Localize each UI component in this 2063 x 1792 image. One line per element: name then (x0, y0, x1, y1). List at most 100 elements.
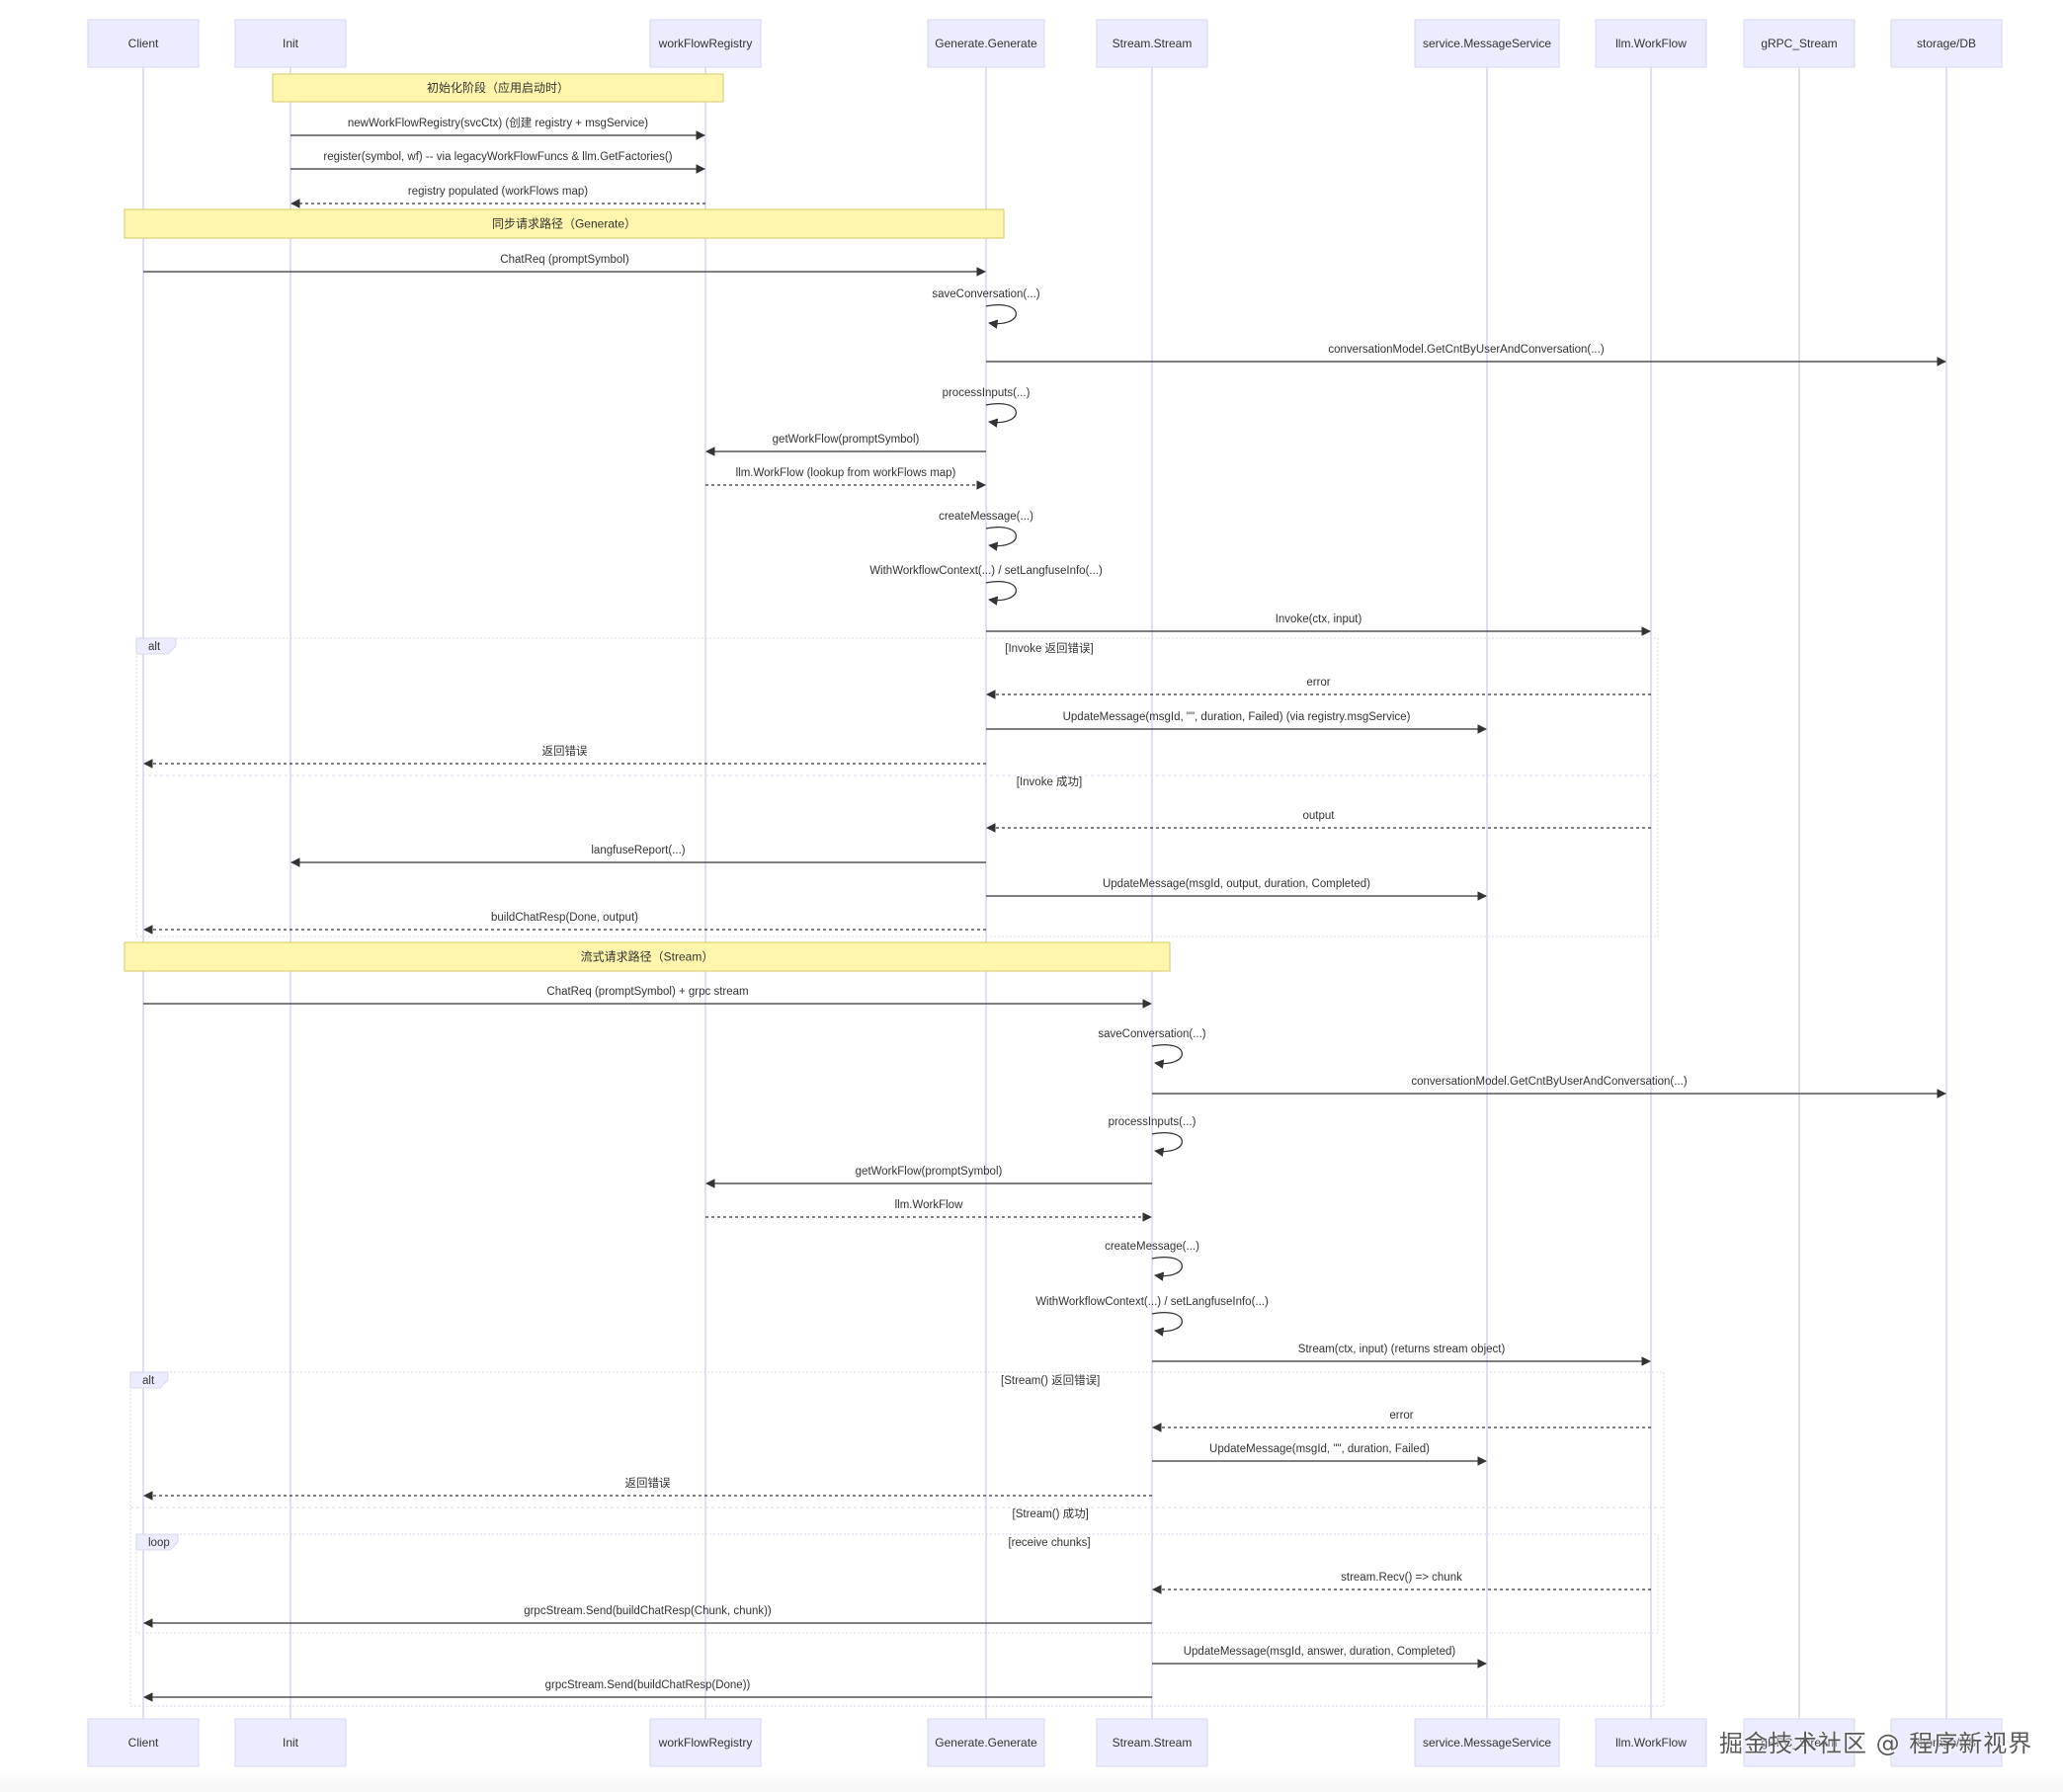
message-label: WithWorkflowContext(...) / setLangfuseIn… (869, 565, 1103, 577)
message-22: processInputs(...) (1109, 1116, 1197, 1157)
actor-box (927, 1718, 1045, 1767)
message-17: UpdateMessage(msgId, output, duration, C… (986, 878, 1487, 901)
actor-box (1414, 1718, 1560, 1767)
actor-box (87, 1718, 200, 1767)
note-label: 初始化阶段（应用启动时） (427, 80, 569, 95)
self-call-arrow (985, 581, 1017, 606)
message-9: createMessage(...) (939, 511, 1033, 551)
actor-box (649, 19, 762, 68)
message-12: error (986, 677, 1651, 699)
actor-box (234, 1718, 347, 1767)
actor-box (649, 1718, 762, 1767)
message-15: output (986, 810, 1651, 833)
message-34: grpcStream.Send(buildChatResp(Done)) (143, 1679, 1152, 1702)
message-label: UpdateMessage(msgId, output, duration, C… (1103, 878, 1370, 890)
actor-db-top: storage/DB (1890, 19, 2003, 68)
actor-box (1096, 19, 1208, 68)
message-label: UpdateMessage(msgId, "", duration, Faile… (1063, 711, 1411, 723)
self-call-arrow (985, 304, 1017, 329)
actor-box (1890, 19, 2003, 68)
frame-condition: [Invoke 返回错误] (1005, 641, 1093, 655)
message-label: saveConversation(...) (1098, 1028, 1205, 1040)
message-19: ChatReq (promptSymbol) + grpc stream (143, 986, 1152, 1009)
frame-tag (129, 1371, 169, 1389)
actor-label: gRPC_Stream (1761, 1736, 1837, 1750)
message-16: langfuseReport(...) (290, 845, 986, 867)
actor-label: gRPC_Stream (1761, 37, 1837, 50)
message-label: conversationModel.GetCntByUserAndConvers… (1411, 1076, 1687, 1088)
actor-label: service.MessageService (1423, 1736, 1551, 1750)
actor-label: llm.WorkFlow (1615, 37, 1687, 50)
message-20: saveConversation(...) (1098, 1028, 1206, 1069)
actor-stream-top: Stream.Stream (1096, 19, 1208, 68)
message-33: UpdateMessage(msgId, answer, duration, C… (1152, 1646, 1487, 1669)
message-0: newWorkFlowRegistry(svcCtx) (创建 registry… (290, 116, 705, 140)
message-23: getWorkFlow(promptSymbol) (705, 1166, 1152, 1188)
message-29: UpdateMessage(msgId, "", duration, Faile… (1152, 1443, 1487, 1466)
message-label: langfuseReport(...) (591, 845, 685, 856)
note-label: 流式请求路径（Stream） (581, 949, 714, 964)
message-label: getWorkFlow(promptSymbol) (856, 1166, 1003, 1178)
message-label: 返回错误 (542, 744, 588, 758)
frame-border (129, 1371, 1665, 1707)
note-box (272, 73, 724, 103)
note-box (124, 941, 1171, 972)
message-label: register(symbol, wf) -- via legacyWorkFl… (323, 151, 672, 163)
self-call-arrow (1151, 1044, 1183, 1069)
frame-loop-2: loop [receive chunks] (135, 1533, 1659, 1634)
message-label: WithWorkflowContext(...) / setLangfuseIn… (1035, 1296, 1269, 1308)
message-11: Invoke(ctx, input) (986, 613, 1651, 636)
actor-msgsvc-bottom: service.MessageService (1414, 1718, 1560, 1767)
frame-tag (135, 1533, 179, 1551)
actor-box (1096, 1718, 1208, 1767)
message-label: UpdateMessage(msgId, "", duration, Faile… (1209, 1443, 1430, 1455)
message-label: Invoke(ctx, input) (1276, 613, 1362, 625)
self-call-arrow (1151, 1132, 1183, 1157)
note-2: 流式请求路径（Stream） (124, 941, 1171, 972)
message-label: ChatReq (promptSymbol) (500, 254, 629, 266)
actor-workflow-bottom: llm.WorkFlow (1595, 1718, 1707, 1767)
message-1: register(symbol, wf) -- via legacyWorkFl… (290, 151, 705, 174)
message-10: WithWorkflowContext(...) / setLangfuseIn… (869, 565, 1103, 606)
frame-border (135, 1533, 1659, 1634)
message-3: ChatReq (promptSymbol) (143, 254, 986, 277)
message-7: getWorkFlow(promptSymbol) (705, 434, 986, 456)
message-label: registry populated (workFlows map) (408, 186, 588, 198)
self-call-arrow (985, 527, 1017, 551)
frame-type-label: alt (148, 641, 161, 653)
self-call-arrow (985, 403, 1017, 428)
actor-init-bottom: Init (234, 1718, 347, 1767)
message-label: processInputs(...) (943, 387, 1031, 399)
actor-label: Client (128, 1736, 159, 1750)
actor-db-bottom: storage/DB (1890, 1718, 2003, 1767)
actor-msgsvc-top: service.MessageService (1414, 19, 1560, 68)
message-13: UpdateMessage(msgId, "", duration, Faile… (986, 711, 1487, 734)
message-label: 返回错误 (625, 1476, 671, 1490)
message-label: output (1303, 810, 1336, 822)
message-label: llm.WorkFlow (lookup from workFlows map) (736, 467, 956, 479)
message-21: conversationModel.GetCntByUserAndConvers… (1152, 1076, 1946, 1099)
actor-stream-bottom: Stream.Stream (1096, 1718, 1208, 1767)
message-30: 返回错误 (143, 1476, 1152, 1501)
actor-box (87, 19, 200, 68)
message-label: grpcStream.Send(buildChatResp(Chunk, chu… (524, 1605, 772, 1617)
actor-generate-top: Generate.Generate (927, 19, 1045, 68)
actor-box (927, 19, 1045, 68)
bottom-shade (0, 1768, 2063, 1792)
frame-border (135, 637, 1659, 937)
message-14: 返回错误 (143, 744, 986, 769)
message-label: conversationModel.GetCntByUserAndConvers… (1328, 344, 1604, 356)
message-label: grpcStream.Send(buildChatResp(Done)) (545, 1679, 751, 1691)
actor-registry-top: workFlowRegistry (649, 19, 762, 68)
actor-label: Stream.Stream (1113, 1736, 1193, 1750)
actor-label: Client (128, 37, 159, 50)
message-label: error (1306, 677, 1330, 689)
actor-grpc-top: gRPC_Stream (1743, 19, 1856, 68)
message-label: getWorkFlow(promptSymbol) (773, 434, 920, 446)
message-label: newWorkFlowRegistry(svcCtx) (创建 registry… (348, 116, 648, 129)
actor-label: workFlowRegistry (658, 37, 753, 50)
message-label: llm.WorkFlow (895, 1199, 963, 1211)
message-label: saveConversation(...) (932, 288, 1039, 300)
message-label: stream.Recv() => chunk (1341, 1572, 1462, 1584)
